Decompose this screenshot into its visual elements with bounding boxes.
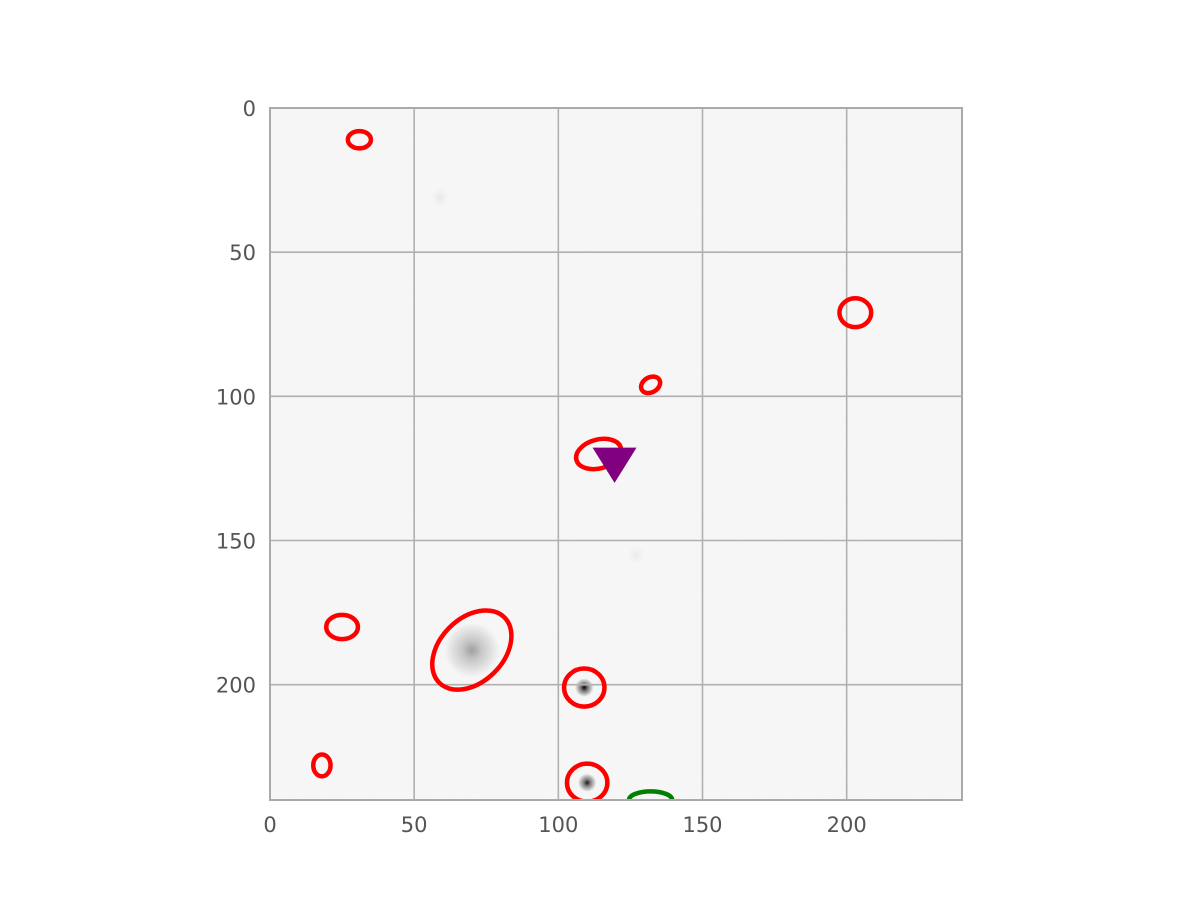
y-tick-label: 50 (229, 241, 256, 265)
red-ellipse-marker (429, 608, 514, 692)
y-tick-label: 200 (216, 674, 256, 698)
plot-frame (269, 107, 963, 801)
red-ellipse-marker (561, 666, 607, 709)
x-tick-label: 150 (682, 813, 722, 837)
x-tick-label: 100 (538, 813, 578, 837)
image-source-2 (577, 773, 597, 792)
x-tick-label: 200 (827, 813, 867, 837)
y-tick-label: 150 (216, 530, 256, 554)
red-ellipse-marker (638, 374, 663, 396)
image-sources (430, 188, 646, 792)
red-ellipse-marker (837, 296, 874, 330)
image-source-3 (430, 188, 450, 207)
grid (270, 108, 962, 800)
x-tick-label: 0 (263, 813, 276, 837)
x-axis-ticks: 0 50 100 150 200 (263, 813, 866, 837)
image-source-4 (626, 545, 646, 565)
purple-triangle-marker (592, 447, 637, 483)
image-source-0 (444, 622, 500, 678)
markers (311, 128, 874, 800)
y-axis-ticks: 0 50 100 150 200 (216, 97, 256, 698)
red-ellipse-marker (345, 128, 374, 151)
image-source-1 (575, 678, 594, 697)
red-ellipse-marker (323, 612, 361, 642)
x-tick-label: 50 (401, 813, 428, 837)
y-tick-label: 100 (216, 385, 256, 409)
plot-area (269, 107, 963, 801)
red-ellipse-marker (564, 761, 610, 800)
y-tick-label: 0 (243, 97, 256, 121)
red-ellipse-marker (311, 752, 333, 779)
